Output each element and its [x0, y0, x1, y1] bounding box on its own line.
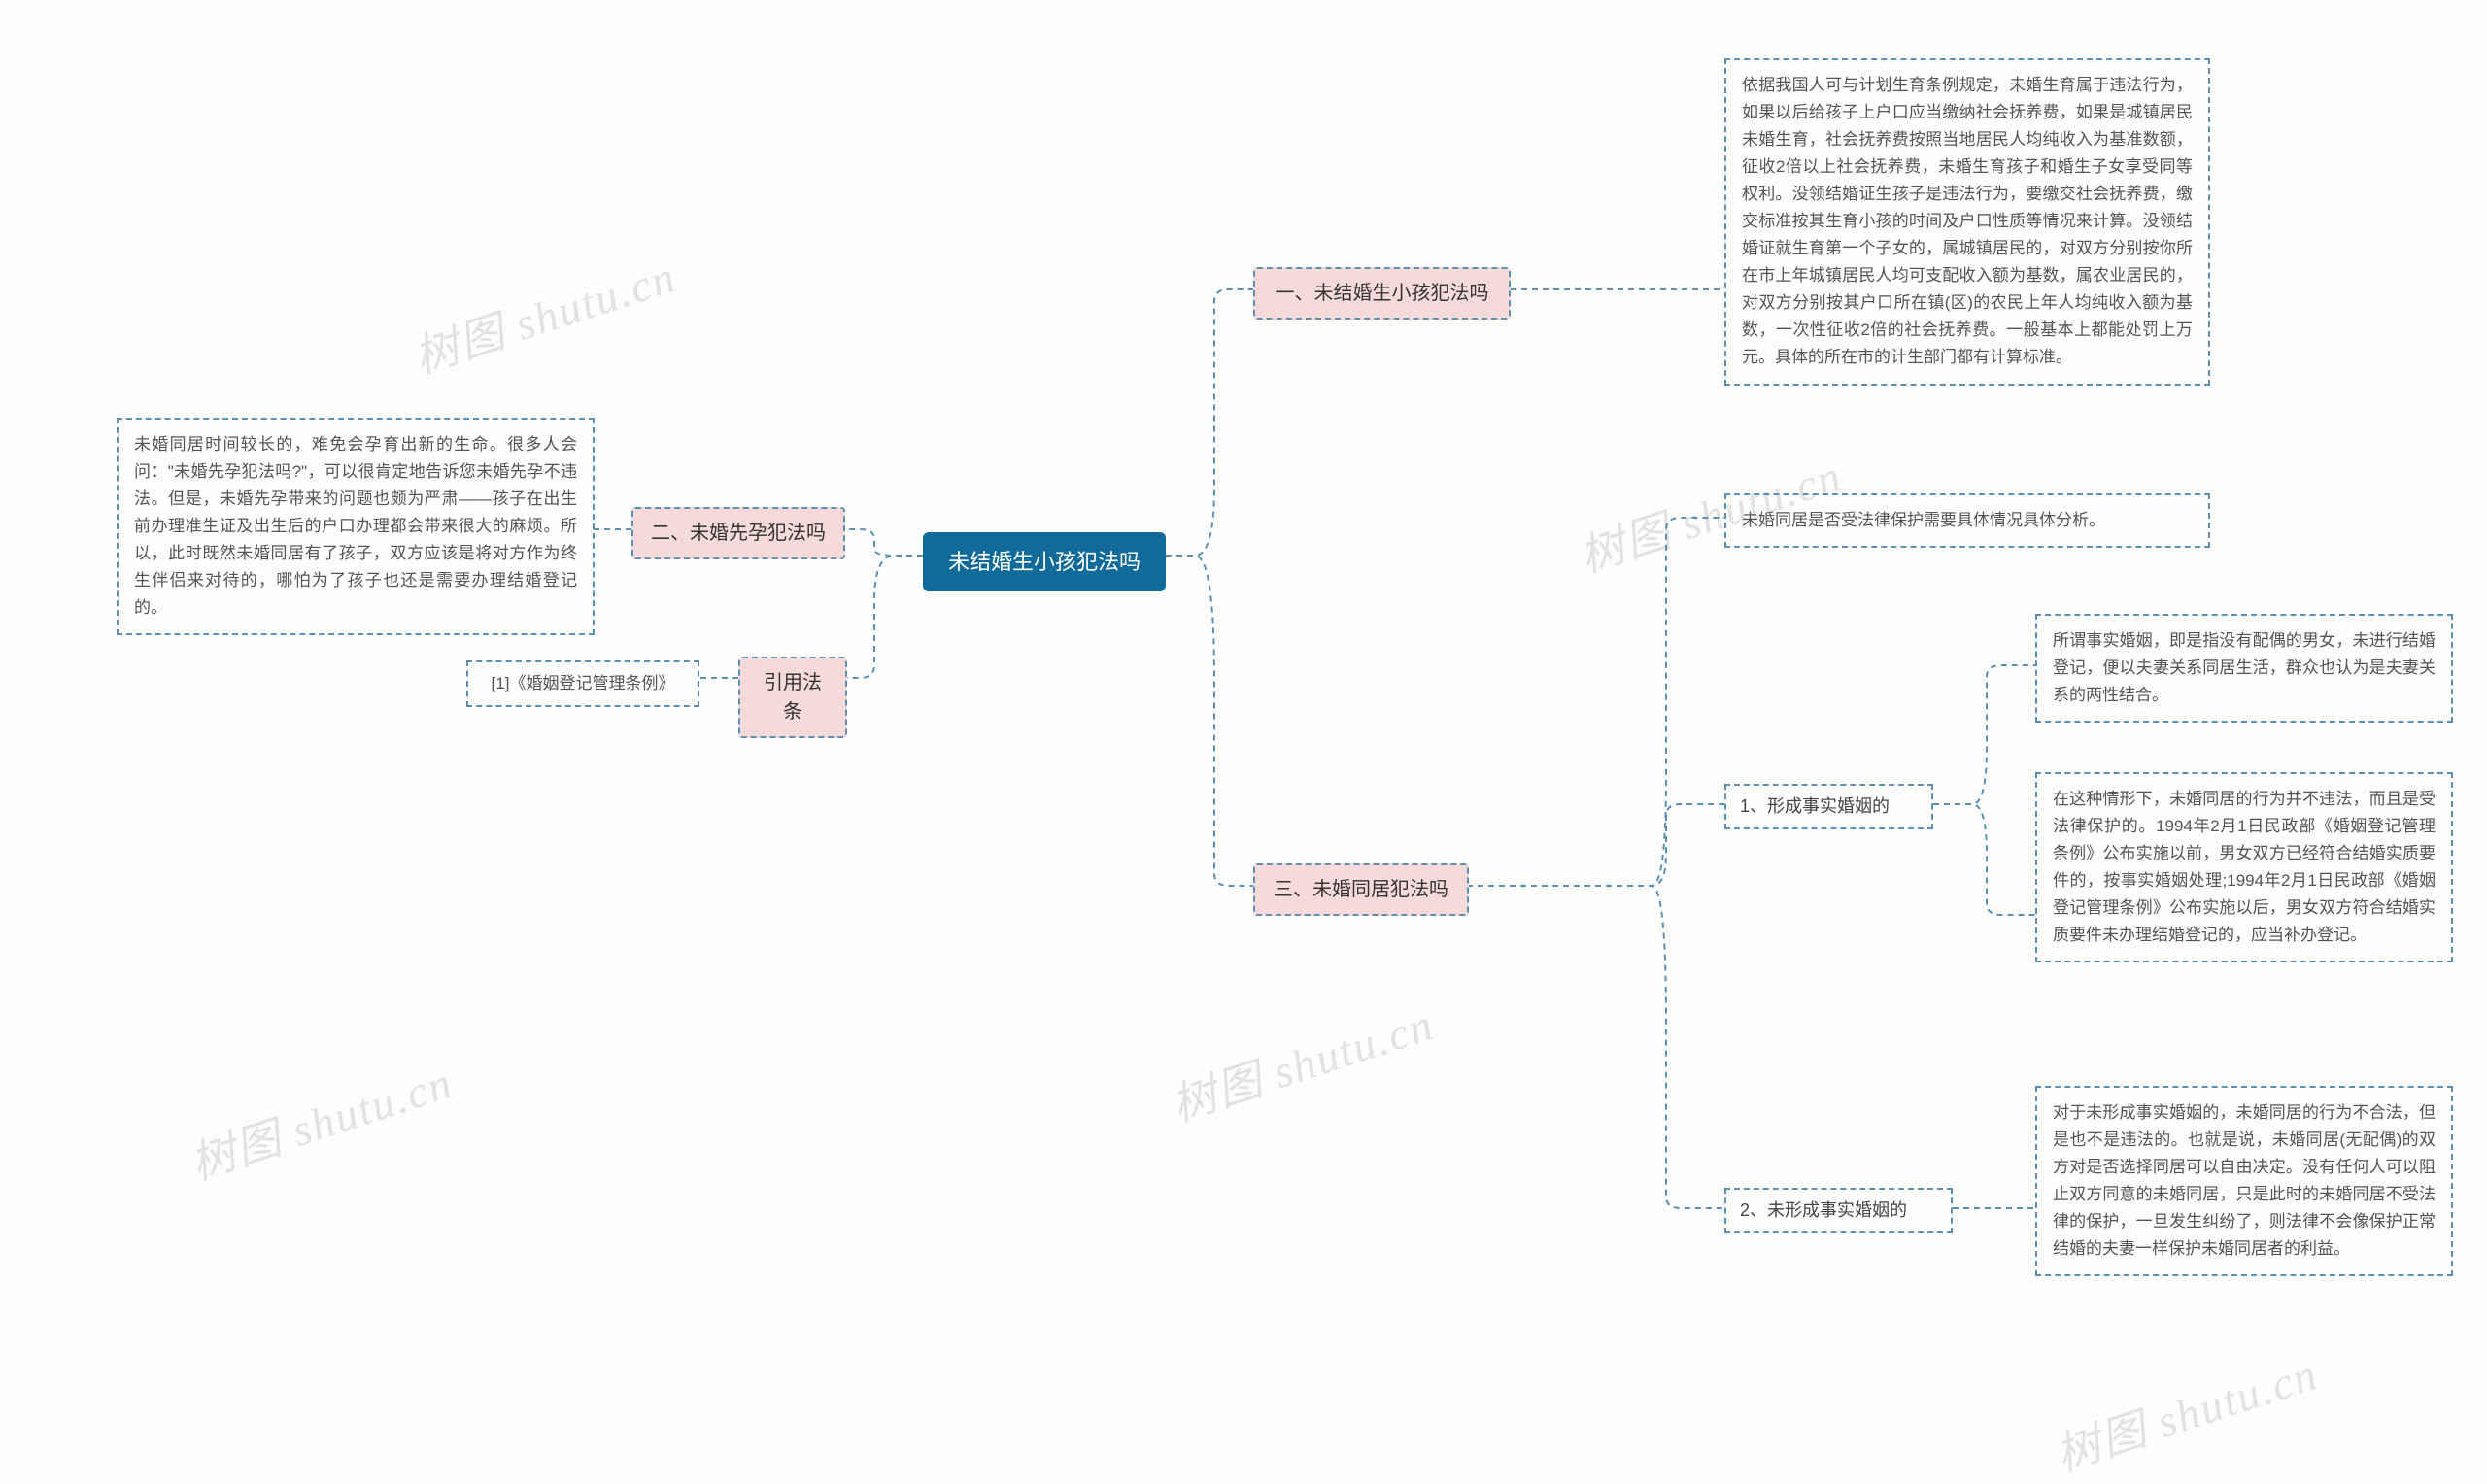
watermark: 树图 shutu.cn — [2047, 1338, 2326, 1483]
sub-1-title: 1、形成事实婚姻的 — [1724, 784, 1933, 829]
sub-1-leaf-1: 所谓事实婚姻，即是指没有配偶的男女，未进行结婚登记，便以夫妻关系同居生活，群众也… — [2035, 614, 2453, 723]
watermark: 树图 shutu.cn — [405, 241, 684, 386]
watermark: 树图 shutu.cn — [1163, 989, 1442, 1133]
sub-2-leaf: 对于未形成事实婚姻的，未婚同居的行为不合法，但是也不是违法的。也就是说，未婚同居… — [2035, 1086, 2453, 1276]
branch-3-title: 三、未婚同居犯法吗 — [1253, 863, 1469, 916]
watermark: 树图 shutu.cn — [182, 1047, 460, 1192]
branch-2-title: 二、未婚先孕犯法吗 — [631, 507, 845, 559]
root-node: 未结婚生小孩犯法吗 — [923, 532, 1166, 591]
branch-2-leaf: 未婚同居时间较长的，难免会孕育出新的生命。很多人会问："未婚先孕犯法吗?"，可以… — [117, 418, 595, 635]
branch-ref-title: 引用法条 — [738, 657, 847, 738]
sub-1-leaf-2: 在这种情形下，未婚同居的行为并不违法，而且是受法律保护的。1994年2月1日民政… — [2035, 772, 2453, 962]
sub-2-title: 2、未形成事实婚姻的 — [1724, 1188, 1953, 1233]
branch-1-title: 一、未结婚生小孩犯法吗 — [1253, 267, 1511, 320]
branch-1-leaf: 依据我国人可与计划生育条例规定，未婚生育属于违法行为，如果以后给孩子上户口应当缴… — [1724, 58, 2210, 386]
branch-3-intro: 未婚同居是否受法律保护需要具体情况具体分析。 — [1724, 493, 2210, 548]
branch-ref-leaf: [1]《婚姻登记管理条例》 — [466, 660, 699, 707]
